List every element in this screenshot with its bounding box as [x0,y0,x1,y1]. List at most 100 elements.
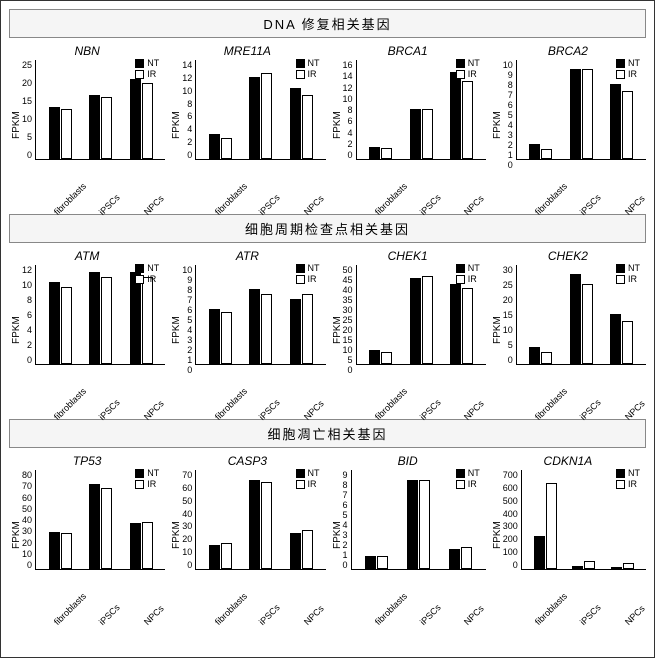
y-tick: 2 [187,137,192,147]
bar-group [369,350,392,364]
bar-nt [365,556,376,569]
legend-label: NT [308,58,320,69]
y-tick: 16 [343,60,353,70]
y-tick: 0 [508,160,513,170]
y-tick: 20 [22,538,32,548]
bar-group [89,272,112,364]
y-tick: 0 [348,365,353,375]
legend: NTIR [456,263,480,285]
y-tick: 30 [22,526,32,536]
y-tick: 1 [343,550,348,560]
y-tick: 60 [22,493,32,503]
bar-group [610,84,633,159]
y-tick: 8 [508,80,513,90]
y-axis-label: FPKM [9,470,22,600]
legend-label: IR [468,69,477,80]
bar-nt [49,107,60,159]
x-axis: fibroblastsiPSCsNPCs [9,397,165,407]
bar-ir [261,294,272,364]
bar-group [209,309,232,364]
y-tick: 5 [343,510,348,520]
bar-nt [534,536,545,569]
y-tick: 30 [343,305,353,315]
bar-ir [101,97,112,159]
chart: CDKN1ANTIRFPKM7006005004003002001000fibr… [490,454,646,612]
legend: NTIR [616,58,640,80]
bar-group [529,347,552,364]
bar-nt [410,109,421,159]
bar-nt [249,289,260,364]
legend-label: IR [308,69,317,80]
y-axis: 2520151050 [22,60,35,160]
y-axis-label: FPKM [169,60,182,190]
chart: BRCA2NTIRFPKM109876543210fibroblastsiPSC… [490,44,646,202]
y-tick: 20 [22,78,32,88]
x-tick-label: fibroblasts [52,613,66,627]
y-tick: 0 [508,355,513,365]
legend-swatch [296,264,305,273]
y-axis-label: FPKM [490,470,503,600]
bar-nt [570,274,581,364]
legend-item: NT [616,263,640,274]
bar-nt [89,484,100,569]
y-tick: 10 [22,549,32,559]
y-tick: 6 [27,310,32,320]
y-axis: 7006005004003002001000 [503,470,521,570]
x-axis: fibroblastsiPSCsNPCs [330,192,486,202]
x-axis: fibroblastsiPSCsNPCs [9,192,165,202]
bar-group [450,72,473,160]
bar-ir [221,138,232,159]
y-axis: 50454035302520151050 [343,265,356,365]
y-tick: 70 [182,470,192,480]
y-axis-label: FPKM [9,265,22,395]
legend-item: NT [296,468,320,479]
bar-group [610,314,633,364]
legend-label: IR [468,274,477,285]
y-tick: 10 [182,86,192,96]
legend-swatch [616,59,625,68]
legend-swatch [616,264,625,273]
bar-nt [450,72,461,160]
y-tick: 15 [503,310,513,320]
y-tick: 10 [503,325,513,335]
bar-nt [529,144,540,159]
bar-nt [209,134,220,159]
legend-label: NT [147,263,159,274]
bar-ir [546,483,557,569]
bar-ir [422,109,433,159]
bar-ir [261,482,272,569]
chart-title: CHEK2 [490,249,646,263]
x-tick-label: fibroblasts [533,613,547,627]
chart-title: CASP3 [169,454,325,468]
x-tick-label: iPSCs [257,613,271,627]
x-tick-label: iPSCs [578,613,592,627]
y-tick: 12 [22,265,32,275]
legend-label: NT [147,58,159,69]
y-tick: 14 [343,71,353,81]
legend: NTIR [616,468,640,490]
legend-label: IR [628,274,637,285]
y-axis: 80706050403020100 [22,470,35,570]
legend: NTIR [135,58,159,80]
y-axis-label: FPKM [330,265,343,395]
legend-label: NT [308,263,320,274]
bar-ir [261,73,272,159]
bar-nt [130,272,141,364]
y-tick: 50 [343,265,353,275]
bar-nt [249,77,260,159]
legend-item: NT [456,263,480,274]
x-axis: fibroblastsiPSCsNPCs [330,397,486,407]
y-tick: 4 [348,128,353,138]
y-tick: 50 [22,504,32,514]
legend-swatch [135,275,144,284]
chart-title: TP53 [9,454,165,468]
bar-group [529,144,552,159]
y-tick: 300 [503,521,518,531]
legend-item: IR [616,69,640,80]
bar-nt [130,523,141,569]
y-tick: 3 [343,530,348,540]
legend-item: NT [456,468,480,479]
x-axis: fibroblastsiPSCsNPCs [169,397,325,407]
legend-swatch [135,264,144,273]
chart-title: NBN [9,44,165,58]
